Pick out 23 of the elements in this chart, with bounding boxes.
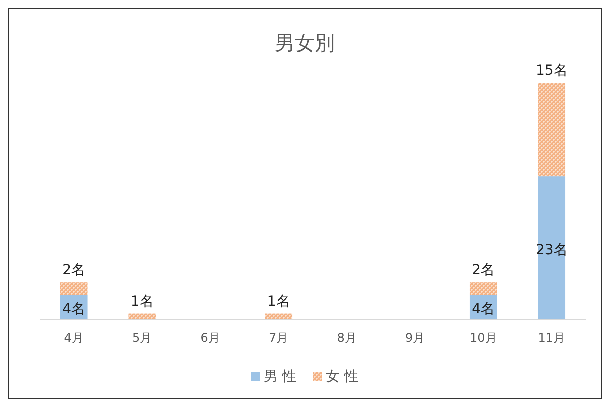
x-tick-label: 11月 xyxy=(538,331,566,345)
x-tick-label: 9月 xyxy=(406,331,426,345)
legend-label: 男 性 xyxy=(264,369,296,385)
x-tick-label: 6月 xyxy=(200,331,220,345)
bar xyxy=(470,282,498,296)
bar xyxy=(538,176,566,320)
data-label: 2名 xyxy=(472,262,496,279)
data-label: 4名 xyxy=(62,302,86,318)
data-label: 15名 xyxy=(536,63,568,79)
x-tick-label: 4月 xyxy=(64,331,84,345)
x-tick-label: 8月 xyxy=(337,331,357,345)
x-tick-label: 7月 xyxy=(269,331,289,345)
x-tick-label: 10月 xyxy=(470,331,498,345)
data-label: 1名 xyxy=(130,294,154,310)
bar xyxy=(60,282,88,296)
data-label: 1名 xyxy=(267,294,290,310)
data-label: 4名 xyxy=(472,302,496,318)
x-tick-label: 5月 xyxy=(132,331,152,345)
chart-title: 男女別 xyxy=(275,31,335,55)
data-label: 2名 xyxy=(62,262,86,279)
legend-label: 女 性 xyxy=(326,369,358,385)
bar xyxy=(538,83,566,177)
data-label: 23名 xyxy=(536,242,568,258)
